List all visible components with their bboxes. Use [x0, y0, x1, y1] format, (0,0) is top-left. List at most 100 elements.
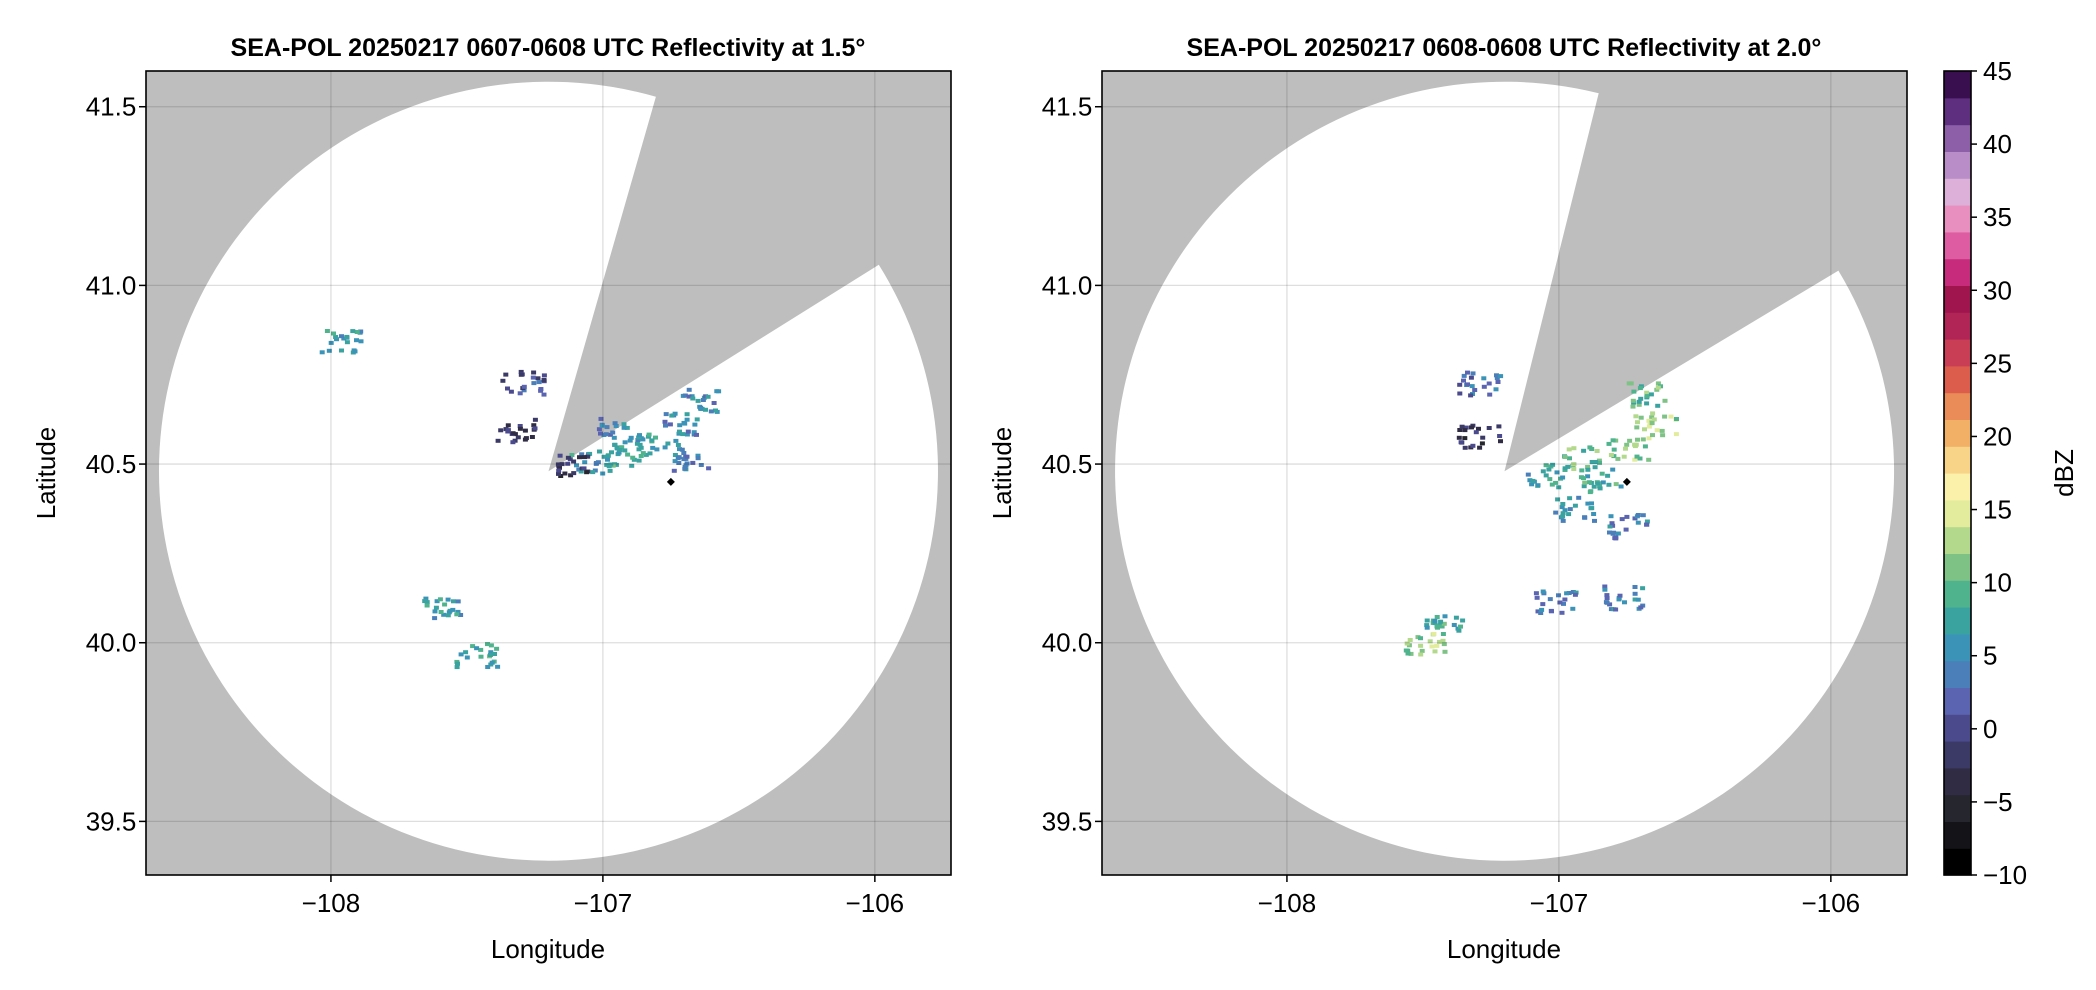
echo-pixel — [1407, 638, 1413, 642]
echo-pixel — [1610, 438, 1616, 443]
echo-pixel — [1604, 596, 1610, 601]
echo-pixel — [1572, 503, 1578, 508]
echo-pixel — [617, 448, 623, 452]
colorbar-band — [1944, 821, 1971, 849]
echo-pixel — [1593, 460, 1599, 464]
echo-pixel — [649, 438, 655, 443]
echo-pixel — [474, 646, 480, 651]
echo-pixel — [557, 465, 562, 470]
echo-pixel — [1432, 618, 1438, 623]
echo-pixel — [1615, 456, 1621, 461]
echo-pixel — [1631, 389, 1637, 394]
echo-pixel — [1462, 436, 1468, 441]
colorbar-frame — [1943, 70, 1972, 876]
echo-pixel — [703, 407, 708, 412]
echo-pixel — [1646, 418, 1652, 423]
echo-pixel — [1533, 591, 1539, 596]
y-tick-label: 41.0 — [1042, 270, 1093, 300]
echo-cell — [569, 449, 614, 476]
echo-pixel — [1424, 625, 1430, 630]
echo-pixel — [1654, 428, 1660, 433]
echo-pixel — [1424, 623, 1430, 628]
echo-pixel — [569, 453, 575, 457]
echo-pixel — [689, 394, 695, 399]
echo-pixel — [1673, 432, 1679, 437]
echo-pixel — [1442, 649, 1448, 654]
echo-pixel — [442, 602, 448, 607]
echo-pixel — [1613, 607, 1619, 612]
echo-pixel — [638, 454, 644, 458]
echo-pixel — [1540, 469, 1546, 474]
echo-pixel — [1486, 381, 1492, 386]
echo-pixel — [607, 432, 613, 437]
echo-pixel — [1613, 536, 1619, 541]
echo-pixel — [354, 338, 359, 343]
echo-cell — [319, 329, 364, 355]
echo-pixel — [1572, 592, 1578, 597]
echo-pixel — [1479, 441, 1485, 446]
echo-pixel — [1424, 618, 1430, 623]
echo-pixel — [1632, 597, 1638, 602]
echo-pixel — [451, 599, 456, 604]
echo-pixel — [1604, 593, 1610, 598]
echo-pixel — [492, 652, 497, 656]
echo-cell — [636, 432, 682, 458]
echo-pixel — [680, 432, 686, 437]
colorbar-band — [1944, 392, 1971, 420]
echo-pixel — [684, 432, 690, 437]
y-axis-label: Latitude — [31, 427, 61, 520]
echo-pixel — [495, 664, 501, 669]
echo-pixel — [1547, 477, 1553, 482]
echo-pixel — [1613, 438, 1619, 443]
echo-pixel — [1638, 605, 1644, 610]
echo-pixel — [677, 423, 683, 428]
echo-pixel — [1636, 399, 1642, 404]
echo-pixel — [665, 441, 671, 446]
echo-pixel — [556, 471, 561, 476]
x-tick-label: −106 — [1802, 888, 1861, 918]
echo-pixel — [1644, 519, 1650, 524]
echo-pixel — [1610, 531, 1616, 536]
echo-pixel — [1429, 644, 1435, 649]
echo-pixel — [1600, 480, 1606, 485]
echo-pixel — [1635, 513, 1641, 517]
echo-pixel — [498, 428, 504, 433]
echo-pixel — [1594, 449, 1600, 453]
echo-pixel — [565, 455, 571, 460]
echo-pixel — [587, 451, 593, 456]
echo-pixel — [1662, 414, 1668, 419]
echo-pixel — [1496, 424, 1502, 429]
colorbar-band — [1944, 794, 1971, 822]
echo-pixel — [1562, 466, 1568, 471]
echo-pixel — [1481, 376, 1487, 381]
echo-pixel — [1462, 428, 1468, 433]
echo-pixel — [1597, 486, 1603, 491]
echo-pixel — [1486, 426, 1492, 430]
echo-pixel — [1591, 512, 1597, 516]
echo-pixel — [682, 466, 688, 471]
colorbar-tick-label: 0 — [1983, 714, 1997, 744]
colorbar-tick-label: 5 — [1983, 641, 1997, 671]
echo-pixel — [1560, 514, 1566, 519]
echo-pixel — [1624, 442, 1630, 447]
echo-pixel — [1546, 467, 1552, 472]
echo-pixel — [1470, 443, 1476, 448]
echo-pixel — [581, 466, 587, 471]
echo-pixel — [705, 394, 711, 399]
echo-pixel — [1535, 609, 1541, 614]
echo-pixel — [352, 349, 358, 354]
echo-pixel — [495, 438, 501, 443]
echo-pixel — [716, 389, 722, 394]
colorbar-tick-label: 10 — [1983, 568, 2012, 598]
echo-pixel — [640, 437, 646, 442]
echo-pixel — [522, 428, 528, 433]
echo-pixel — [636, 447, 642, 452]
echo-pixel — [1432, 621, 1438, 626]
echo-pixel — [706, 466, 712, 471]
echo-pixel — [1646, 424, 1652, 429]
echo-pixel — [598, 416, 604, 421]
echo-pixel — [531, 381, 537, 386]
location-marker — [666, 477, 675, 486]
echo-pixel — [1556, 593, 1561, 598]
echo-pixel — [1595, 481, 1601, 486]
